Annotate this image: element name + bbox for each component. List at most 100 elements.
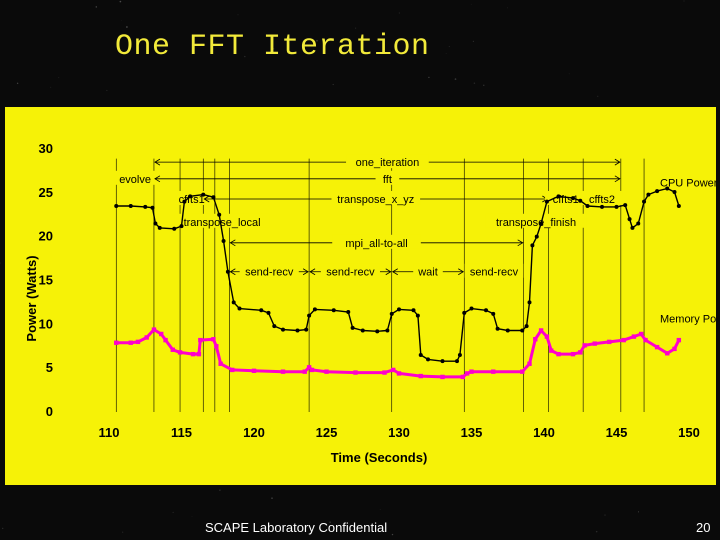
star-dot bbox=[472, 40, 474, 43]
cpu-power-point bbox=[646, 192, 651, 197]
cpu-power-point bbox=[231, 300, 236, 305]
memory-power-point bbox=[556, 351, 561, 357]
cpu-power-point bbox=[627, 217, 632, 222]
star-dot bbox=[428, 76, 430, 79]
slide-number: 20 bbox=[696, 520, 711, 535]
cpu-power-point bbox=[415, 313, 420, 318]
y-tick-label: 20 bbox=[39, 229, 53, 244]
cpu-power-point bbox=[676, 203, 681, 208]
star-dot bbox=[683, 0, 685, 2]
cpu-power-point bbox=[350, 325, 355, 330]
memory-power-point bbox=[520, 369, 525, 374]
memory-power-point bbox=[230, 367, 235, 373]
annotation-label: wait bbox=[417, 267, 438, 279]
cpu-power-point bbox=[457, 353, 462, 358]
cpu-power-point bbox=[411, 308, 416, 313]
x-tick-label: 140 bbox=[533, 425, 555, 440]
chart-panel: 0 5 10 15 20 25 30 110 115 120 125 130 135 140 145 150 T… bbox=[5, 107, 716, 485]
cpu-power-point bbox=[179, 224, 184, 229]
cpu-power-point bbox=[201, 192, 206, 197]
star-dot bbox=[95, 6, 98, 8]
memory-power-point bbox=[177, 350, 183, 355]
annotation-label-bg bbox=[375, 170, 400, 185]
cpu-power-point bbox=[665, 186, 670, 191]
memory-power-point bbox=[469, 369, 474, 374]
memory-power-point bbox=[631, 334, 637, 339]
annotation-label-bg bbox=[239, 263, 299, 278]
annotation-label: fft bbox=[383, 174, 392, 186]
x-axis-title: Time (Seconds) bbox=[331, 450, 428, 465]
memory-power-point bbox=[309, 367, 315, 373]
cpu-power-point bbox=[360, 328, 365, 333]
memory-power-point bbox=[159, 331, 164, 337]
cpu-power-point bbox=[539, 221, 544, 226]
star-dot bbox=[473, 82, 476, 84]
y-tick-label: 0 bbox=[46, 404, 53, 419]
star-dot bbox=[219, 489, 221, 491]
annotation-arrowhead bbox=[203, 195, 210, 203]
cpu-power-point bbox=[153, 221, 158, 226]
star-dot bbox=[329, 521, 331, 524]
memory-power-point bbox=[382, 370, 387, 375]
star-dot bbox=[0, 262, 1, 264]
annotation-arrowhead bbox=[154, 175, 161, 183]
star-dot bbox=[398, 12, 400, 14]
cpu-power-point bbox=[221, 239, 226, 244]
star-dot bbox=[126, 26, 128, 28]
star-dot bbox=[244, 55, 246, 58]
star-dot bbox=[506, 7, 508, 9]
star-dot bbox=[483, 84, 485, 86]
cpu-power-point bbox=[469, 306, 474, 311]
cpu-power-point bbox=[182, 199, 187, 204]
annotation-label: send-recv bbox=[326, 267, 375, 279]
cpu-power-point bbox=[585, 203, 590, 208]
cpu-power-point bbox=[600, 204, 604, 209]
annotation-label-bg bbox=[545, 190, 587, 205]
cpu-power-point bbox=[455, 359, 459, 364]
annotation-label: one_iteration bbox=[356, 157, 420, 169]
cpu-power-point bbox=[375, 329, 380, 334]
cpu-power-point bbox=[418, 353, 423, 358]
cpu-power-point bbox=[440, 359, 445, 364]
memory-power-point bbox=[549, 348, 554, 353]
cpu-power-point bbox=[172, 226, 177, 231]
power-chart: 0 5 10 15 20 25 30 110 115 120 125 130 135 140 145 150 T… bbox=[24, 141, 716, 465]
cpu-power-point bbox=[331, 308, 336, 313]
memory-power-point bbox=[302, 369, 307, 374]
x-tick-label: 150 bbox=[678, 425, 700, 440]
star-dot bbox=[121, 19, 122, 21]
star-dot bbox=[172, 511, 174, 513]
cpu-power-point bbox=[266, 310, 271, 315]
memory-power-point bbox=[538, 328, 544, 333]
memory-power-point bbox=[135, 339, 141, 345]
cpu-power-point bbox=[128, 203, 133, 208]
y-tick-label: 10 bbox=[39, 316, 53, 331]
cpu-power-point bbox=[346, 310, 351, 315]
star-dot bbox=[122, 531, 124, 533]
cpu-power-point bbox=[150, 205, 155, 210]
cpu-power-point bbox=[462, 310, 467, 315]
memory-power-point bbox=[306, 365, 312, 370]
cpu-power-point bbox=[623, 203, 628, 208]
annotation-label-bg bbox=[485, 213, 587, 228]
cpu-power-point bbox=[636, 221, 641, 226]
star-dot bbox=[332, 83, 334, 86]
cpu-power-point bbox=[211, 195, 216, 200]
memory-power-point bbox=[280, 369, 286, 374]
cpu-power-point bbox=[312, 307, 317, 312]
series-label: Memory Power bbox=[660, 314, 716, 326]
cpu-power-point bbox=[527, 300, 532, 305]
annotation-arrowhead bbox=[302, 268, 309, 276]
memory-power-point bbox=[170, 347, 175, 352]
memory-power-point bbox=[592, 341, 597, 346]
cpu-power-point bbox=[524, 324, 529, 329]
annotation-arrowhead bbox=[391, 268, 398, 276]
annotation-label: mpi_all-to-all bbox=[345, 238, 407, 250]
memory-power-point bbox=[607, 339, 612, 345]
annotation-arrowhead bbox=[614, 158, 621, 166]
memory-power-point bbox=[144, 335, 149, 340]
memory-power-point bbox=[676, 337, 682, 343]
star-dot bbox=[2, 527, 4, 530]
memory-power-point bbox=[391, 367, 396, 373]
memory-power-point bbox=[460, 374, 465, 380]
